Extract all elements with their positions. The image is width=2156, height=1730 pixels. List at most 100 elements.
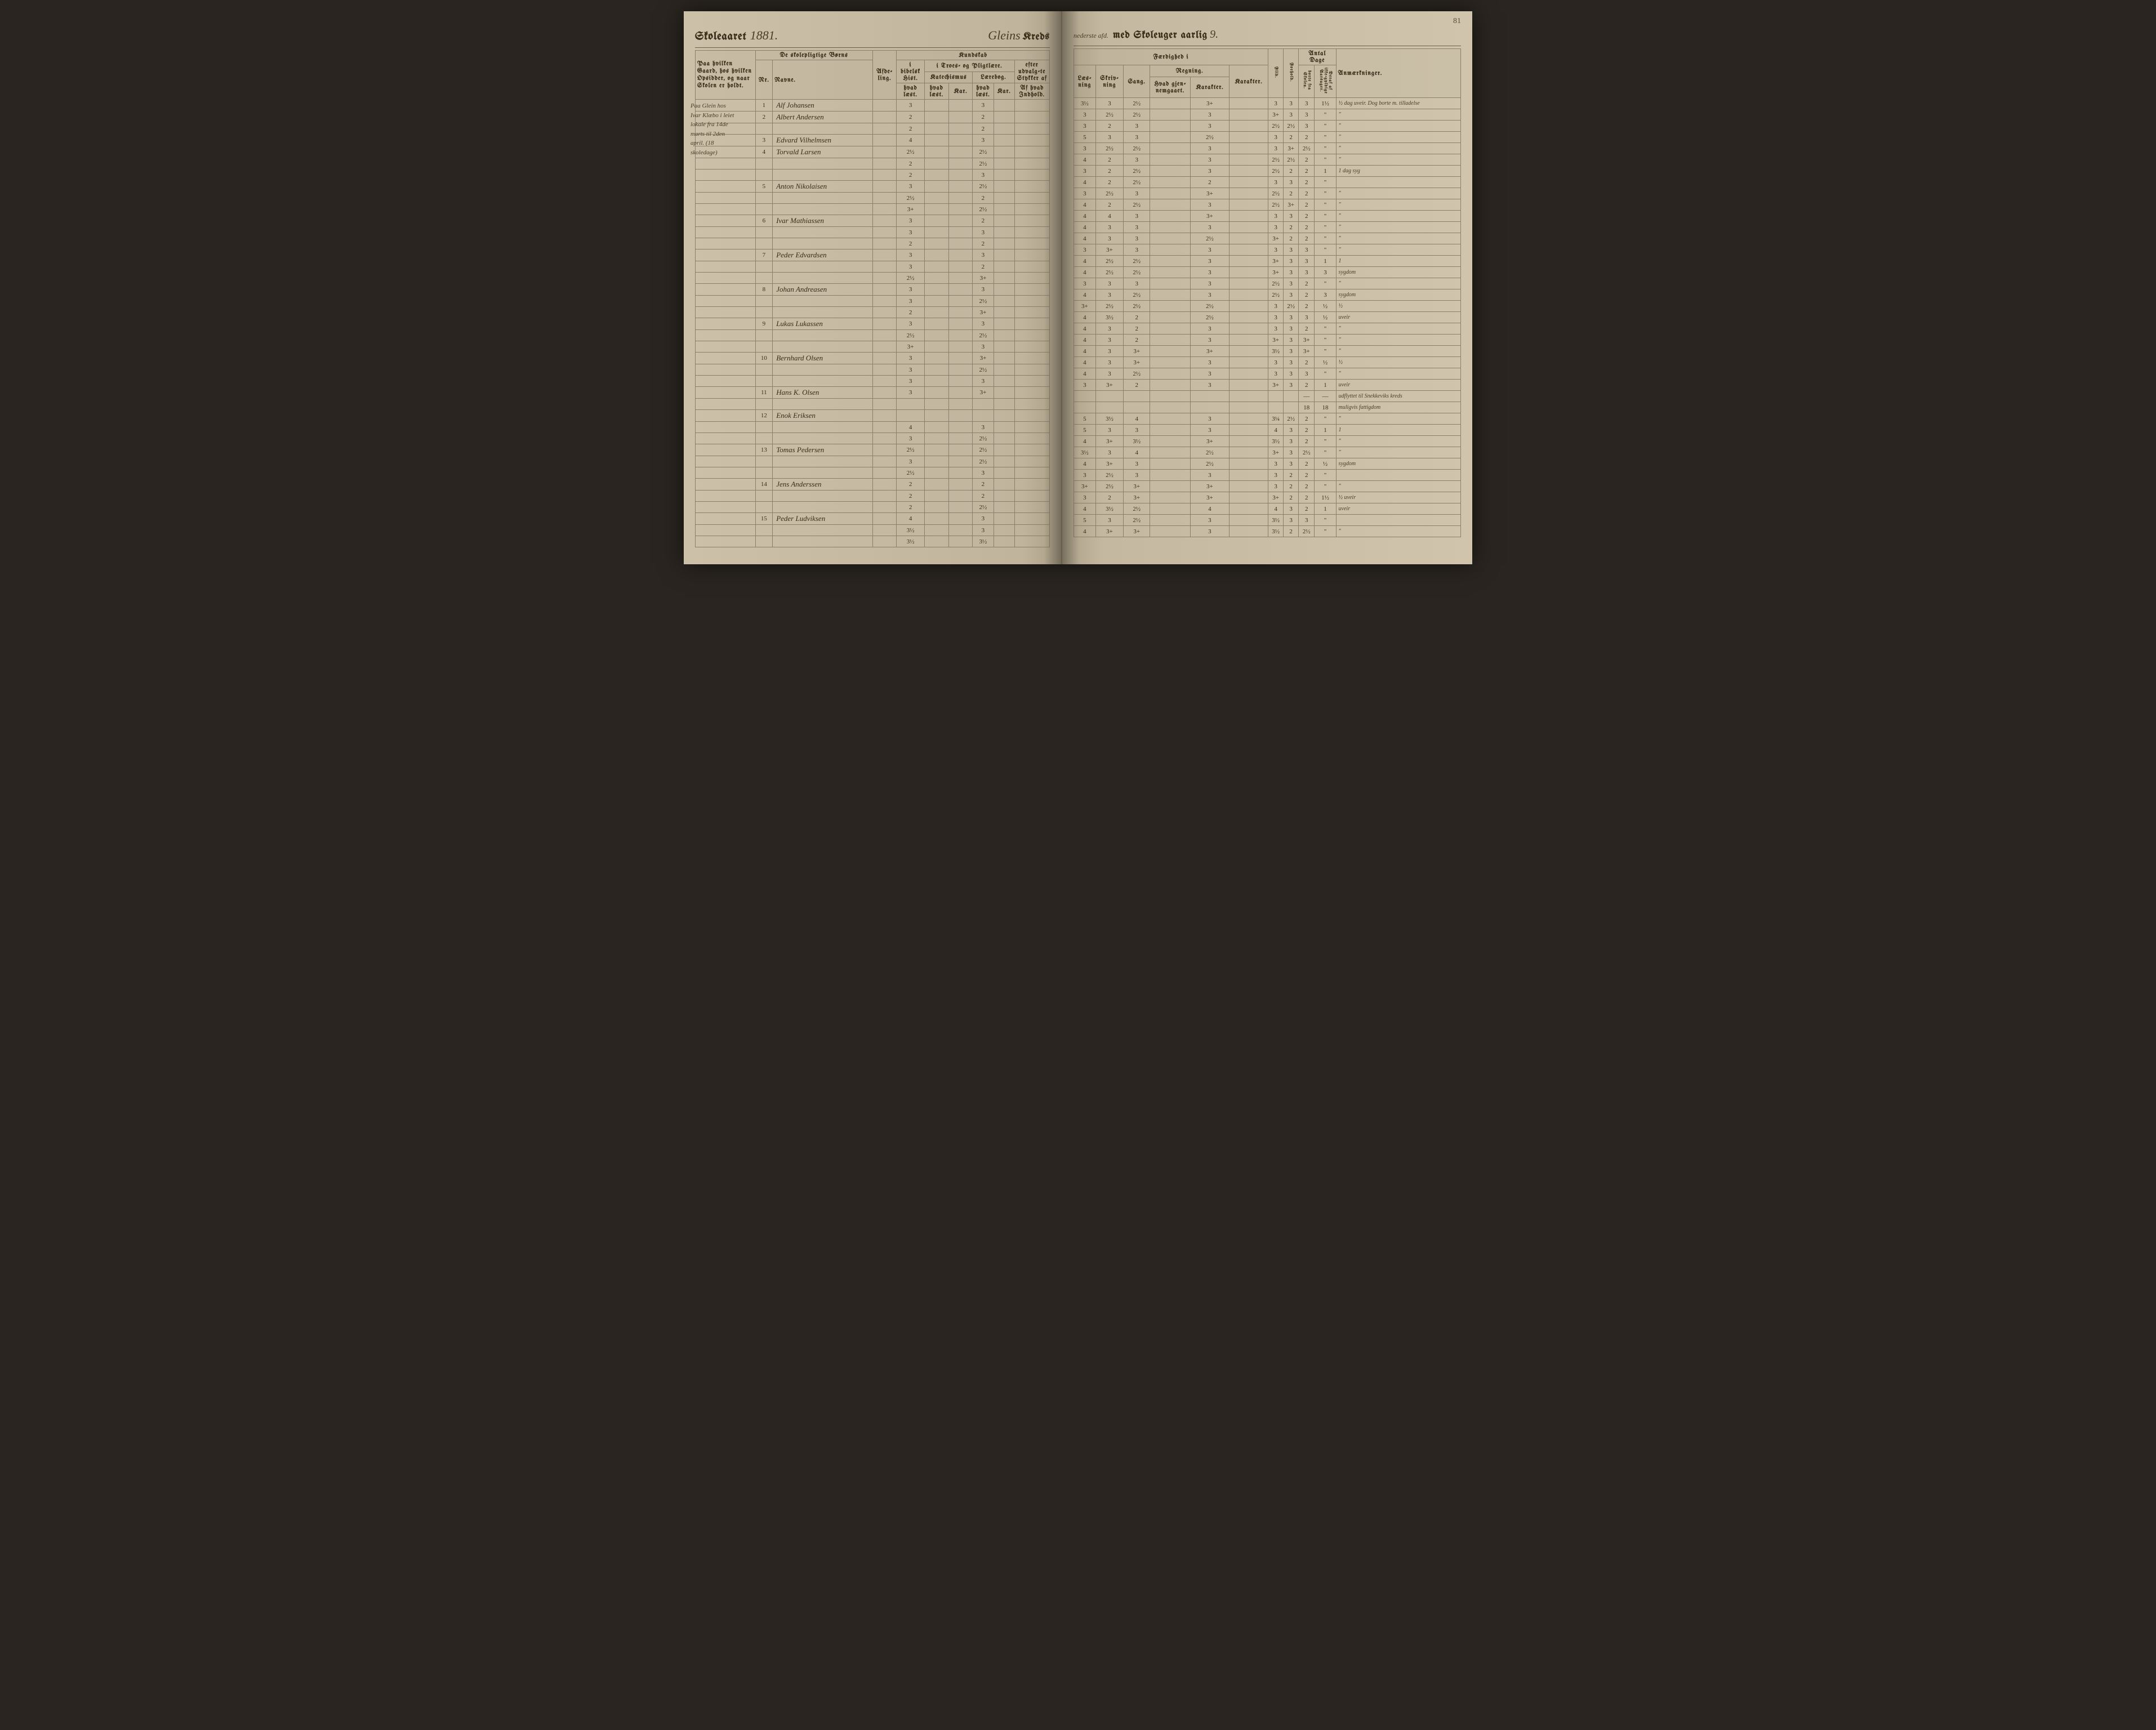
- cell-flid: [1268, 391, 1284, 402]
- cell-r1: 3½: [1074, 447, 1096, 458]
- cell-k2: [924, 513, 948, 525]
- table-row: 33332½32"": [1074, 278, 1461, 289]
- cell-afd: [872, 467, 896, 479]
- cell-r2: 2: [1095, 166, 1123, 177]
- cell-nr: 9: [755, 318, 773, 330]
- cell-d2: ": [1315, 121, 1336, 132]
- cell-gaard: [696, 536, 756, 547]
- cell-k2b: [948, 170, 972, 181]
- cell-r2: 2: [1095, 121, 1123, 132]
- cell-nr: 14: [755, 479, 773, 491]
- cell-navn: [773, 238, 873, 249]
- cell-k2b: [948, 318, 972, 330]
- cell-k3b: [994, 467, 1014, 479]
- cell-reg1: [1150, 346, 1191, 357]
- cell-k2b: [948, 193, 972, 204]
- cell-regk: [1229, 289, 1268, 301]
- cell-k3: 2½: [973, 433, 994, 444]
- cell-r4: 3: [1190, 515, 1229, 526]
- cell-d1: 2: [1299, 470, 1315, 481]
- cell-forhold: 3: [1284, 244, 1299, 256]
- cell-reg1: [1150, 368, 1191, 380]
- cell-navn: [773, 227, 873, 238]
- table-row: 3+2½3+3+322"": [1074, 481, 1461, 492]
- cell-anm: ": [1336, 121, 1460, 132]
- cell-d1: 2½: [1299, 447, 1315, 458]
- col-sang: Sang.: [1124, 65, 1150, 98]
- cell-gaard: [696, 410, 756, 422]
- col-hvad-laest-1: hvad læst.: [897, 83, 925, 100]
- cell-k1: 4: [897, 422, 925, 433]
- cell-k2: [924, 536, 948, 547]
- cell-r2: 3: [1095, 323, 1123, 335]
- cell-flid: 3½: [1268, 346, 1284, 357]
- cell-k4: [1014, 112, 1049, 123]
- cell-regk: [1229, 143, 1268, 154]
- table-row: 32½: [696, 296, 1050, 307]
- cell-reg1: [1150, 166, 1191, 177]
- cell-reg1: [1150, 447, 1191, 458]
- cell-r4: 3: [1190, 256, 1229, 267]
- cell-forhold: 2: [1284, 188, 1299, 199]
- cell-r3: 2½: [1124, 143, 1150, 154]
- cell-flid: 2½: [1268, 154, 1284, 166]
- cell-k2b: [948, 112, 972, 123]
- cell-k2: [924, 479, 948, 491]
- cell-regk: [1229, 346, 1268, 357]
- cell-k3: 3: [973, 467, 994, 479]
- cell-afd: [872, 100, 896, 112]
- col-deraf: Deraf af ikke-gyldige Aarsager.: [1315, 65, 1336, 98]
- cell-nr: [755, 261, 773, 273]
- cell-r3: 3: [1124, 470, 1150, 481]
- table-row: 22½: [696, 502, 1050, 513]
- cell-r1: 4: [1074, 368, 1096, 380]
- cell-r2: 3+: [1095, 436, 1123, 447]
- cell-k4: [1014, 525, 1049, 536]
- cell-forhold: 3: [1284, 346, 1299, 357]
- cell-k4: [1014, 444, 1049, 456]
- table-row: 32½2½333+2½"": [1074, 143, 1461, 154]
- cell-r1: 3: [1074, 278, 1096, 289]
- cell-r3: 2½: [1124, 267, 1150, 278]
- cell-d1: 3+: [1299, 346, 1315, 357]
- table-row: 12Enok Eriksen: [696, 410, 1050, 422]
- cell-reg1: [1150, 177, 1191, 188]
- cell-k2: [924, 273, 948, 284]
- cell-r3: 4: [1124, 413, 1150, 425]
- cell-anm: ": [1336, 188, 1460, 199]
- cell-r4: 3: [1190, 154, 1229, 166]
- cell-r1: 4: [1074, 458, 1096, 470]
- cell-nr: 1: [755, 100, 773, 112]
- cell-k1: 3: [897, 387, 925, 399]
- cell-k2: [924, 444, 948, 456]
- table-row: 32½33322": [1074, 470, 1461, 481]
- table-row: 3+2½: [696, 204, 1050, 215]
- cell-afd: [872, 249, 896, 261]
- cell-k3b: [994, 376, 1014, 387]
- cell-r1: 5: [1074, 425, 1096, 436]
- cell-anm: [1336, 177, 1460, 188]
- cell-flid: 3½: [1268, 515, 1284, 526]
- cell-regk: [1229, 211, 1268, 222]
- cell-k4: [1014, 513, 1049, 525]
- cell-k3: 3: [973, 170, 994, 181]
- cell-k2b: [948, 479, 972, 491]
- cell-nr: [755, 536, 773, 547]
- cell-k1: 3: [897, 318, 925, 330]
- table-row: 3½342½3+32½"": [1074, 447, 1461, 458]
- table-row: 22: [696, 491, 1050, 502]
- cell-k3b: [994, 204, 1014, 215]
- cell-gaard: [696, 467, 756, 479]
- cell-r4: 3: [1190, 335, 1229, 346]
- cell-afd: [872, 376, 896, 387]
- cell-k2b: [948, 273, 972, 284]
- cell-k3: 3: [973, 422, 994, 433]
- cell-k2: [924, 193, 948, 204]
- cell-r2: 3: [1095, 289, 1123, 301]
- cell-reg1: [1150, 278, 1191, 289]
- cell-navn: [773, 296, 873, 307]
- cell-k3: 3+: [973, 273, 994, 284]
- cell-k2b: [948, 238, 972, 249]
- col-katechismus: Katechismus: [924, 72, 972, 83]
- table-row: 43: [696, 422, 1050, 433]
